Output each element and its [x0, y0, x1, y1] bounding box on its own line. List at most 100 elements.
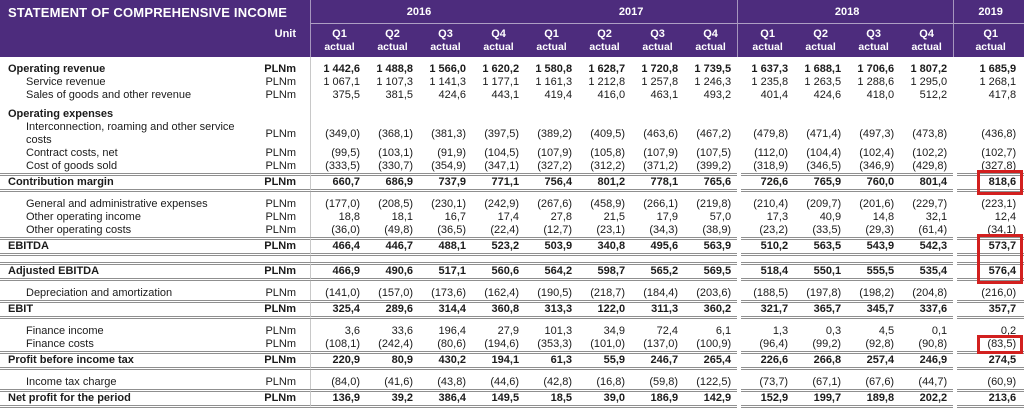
cell-finance-income-2017-q4: 6,1 — [715, 325, 732, 337]
cell-income-tax-charge-2016-q2: (41,6) — [384, 376, 414, 388]
unit-cell-net-profit: PLNm — [250, 389, 311, 408]
cell-adjusted-ebitda-2017-q2: 598,7 — [578, 262, 632, 281]
cell-other-operating-income-2017-q3: 17,9 — [656, 211, 679, 223]
cell-profit-before-tax-2016-q2: 80,9 — [366, 351, 420, 370]
cell-net-profit-2016-q4: 149,5 — [472, 389, 526, 408]
cell-operating-expenses-2017-q1 — [525, 108, 578, 121]
actual-label: actual — [695, 41, 726, 53]
cell-income-tax-charge-2016-q4: (44,6) — [490, 376, 520, 388]
cell-adjusted-ebitda-2018-q4: 535,4 — [900, 262, 954, 281]
actual-label: actual — [483, 41, 514, 53]
quarter-label: Q2 — [597, 28, 612, 40]
cell-depreciation-amortization-2018-q1: (188,5) — [753, 287, 789, 299]
actual-label: actual — [430, 41, 461, 53]
cell-adjusted-ebitda-2017-q3: 565,2 — [631, 262, 685, 281]
cell-ebitda-2017-q3: 495,6 — [631, 237, 685, 256]
unit-cell-contract-costs-net: PLNm — [265, 147, 297, 159]
cell-contribution-margin-2018-q3: 760,0 — [847, 173, 901, 192]
quarter-label: Q3 — [650, 28, 665, 40]
cell-interconnection-costs-2017-q4: (467,2) — [696, 127, 732, 140]
row-adjusted-ebitda: Adjusted EBITDA PLNm 466,9 490,6 517,1 560,6 5… — [0, 262, 1024, 281]
column-divider — [310, 237, 314, 256]
cell-ebitda-2016-q4: 523,2 — [472, 237, 526, 256]
cell-finance-costs-2017-q2: (101,0) — [590, 338, 626, 350]
cell-sales-of-goods-2016-q1: 375,5 — [332, 89, 361, 101]
cell-income-tax-charge-2017-q2: (16,8) — [596, 376, 626, 388]
cell-sales-of-goods-2018-q4: 512,2 — [919, 89, 948, 101]
unit-cell-interconnection-costs: PLNm — [265, 127, 297, 140]
cell-interconnection-costs-2018-q3: (497,3) — [859, 127, 895, 140]
cell-depreciation-amortization-2018-q4: (204,8) — [912, 287, 948, 299]
cell-finance-costs-2018-q3: (92,8) — [865, 338, 895, 350]
cell-operating-expenses-2018-q4 — [900, 108, 953, 121]
unit-cell-operating-expenses — [250, 108, 310, 121]
cell-profit-before-tax-2018-q2: 266,8 — [794, 351, 848, 370]
cell-interconnection-costs-2016-q1: (349,0) — [325, 127, 361, 140]
quarter-label: Q4 — [919, 28, 934, 40]
quarter-label: Q4 — [491, 28, 506, 40]
cell-net-profit-2018-q4: 202,2 — [900, 389, 954, 408]
row-label-operating-expenses: Operating expenses — [8, 108, 114, 120]
column-divider — [310, 198, 313, 211]
cell-income-tax-charge-2016-q1: (84,0) — [331, 376, 361, 388]
cell-general-admin-expenses-2017-q2: (458,9) — [590, 198, 626, 210]
cell-operating-revenue-2018-q1: 1 637,3 — [751, 63, 789, 75]
cell-sales-of-goods-2017-q1: 419,4 — [544, 89, 573, 101]
quarter-label: Q2 — [813, 28, 828, 40]
cell-general-admin-expenses-2016-q4: (242,9) — [484, 198, 520, 210]
row-service-revenue: Service revenue PLNm 1 067,1 1 107,3 1 141,3… — [0, 76, 1024, 89]
column-header-2017-q3: Q3 actual — [631, 24, 685, 57]
column-divider — [310, 287, 313, 300]
year-header-row: STATEMENT OF COMPREHENSIVE INCOME 2016 2… — [0, 0, 1024, 24]
row-finance-income: Finance income PLNm 3,6 33,6 196,4 27,9 101,3 3… — [0, 325, 1024, 338]
cell-adjusted-ebitda-2017-q1: 564,2 — [525, 262, 579, 281]
cell-operating-expenses-2017-q3 — [631, 108, 684, 121]
cell-ebitda-2016-q1: 466,4 — [313, 237, 367, 256]
quarter-label: Q4 — [703, 28, 718, 40]
year-header-2019: 2019 — [957, 0, 1024, 24]
cell-operating-revenue-2016-q4: 1 620,2 — [482, 63, 520, 75]
cell-service-revenue-2016-q4: 1 177,1 — [482, 76, 520, 88]
cell-depreciation-amortization-2017-q1: (190,5) — [537, 287, 573, 299]
column-header-2016-q2: Q2 actual — [366, 24, 420, 57]
spacer-row — [0, 102, 1024, 108]
cell-service-revenue-2017-q4: 1 246,3 — [694, 76, 732, 88]
column-divider — [310, 108, 313, 121]
header-divider — [737, 24, 742, 57]
cell-income-tax-charge-2018-q2: (67,1) — [812, 376, 842, 388]
cell-finance-income-2017-q3: 72,4 — [656, 325, 679, 337]
cell-income-tax-charge-2017-q1: (42,8) — [543, 376, 573, 388]
cell-service-revenue-2018-q4: 1 295,0 — [910, 76, 948, 88]
cell-ebit-2017-q2: 122,0 — [578, 300, 632, 319]
cell-sales-of-goods-2018-q1: 401,4 — [760, 89, 789, 101]
spacer-row — [0, 256, 1024, 262]
unit-cell-finance-income: PLNm — [265, 325, 297, 337]
cell-finance-income-2016-q1: 3,6 — [344, 325, 361, 337]
cell-finance-income-2018-q4: 0,1 — [931, 325, 948, 337]
unit-cell-other-operating-income: PLNm — [265, 211, 297, 223]
cell-adjusted-ebitda-2019-q1: 576,4 — [957, 262, 1024, 281]
cell-net-profit-2018-q1: 152,9 — [741, 389, 795, 408]
row-interconnection-costs: Interconnection, roaming and other servi… — [0, 121, 1024, 147]
row-label-depreciation-amortization: Depreciation and amortization — [26, 287, 173, 299]
column-divider — [310, 351, 314, 370]
cell-finance-costs-2018-q1: (96,4) — [759, 338, 789, 350]
cell-interconnection-costs-2018-q2: (471,4) — [806, 127, 842, 140]
header-divider — [953, 0, 958, 24]
cell-operating-expenses-2018-q2 — [794, 108, 847, 121]
unit-cell-contribution-margin: PLNm — [250, 173, 311, 192]
cell-contribution-margin-2017-q3: 778,1 — [631, 173, 685, 192]
cell-net-profit-2017-q2: 39,0 — [578, 389, 632, 408]
cell-contribution-margin-2019-q1: 818,6 — [957, 173, 1024, 192]
cell-adjusted-ebitda-2016-q3: 517,1 — [419, 262, 473, 281]
table-header: STATEMENT OF COMPREHENSIVE INCOME 2016 2… — [0, 0, 1024, 57]
cell-finance-income-2016-q3: 196,4 — [438, 325, 467, 337]
cell-contract-costs-net-2018-q3: (102,4) — [859, 147, 895, 159]
unit-cell-cost-of-goods-sold: PLNm — [265, 160, 297, 172]
cell-contribution-margin-2018-q2: 765,9 — [794, 173, 848, 192]
spacer-row — [0, 319, 1024, 325]
cell-service-revenue-2018-q2: 1 263,5 — [804, 76, 842, 88]
unit-cell-adjusted-ebitda: PLNm — [250, 262, 311, 281]
cell-cost-of-goods-sold-2018-q1: (318,9) — [753, 160, 789, 172]
actual-label: actual — [975, 41, 1006, 53]
